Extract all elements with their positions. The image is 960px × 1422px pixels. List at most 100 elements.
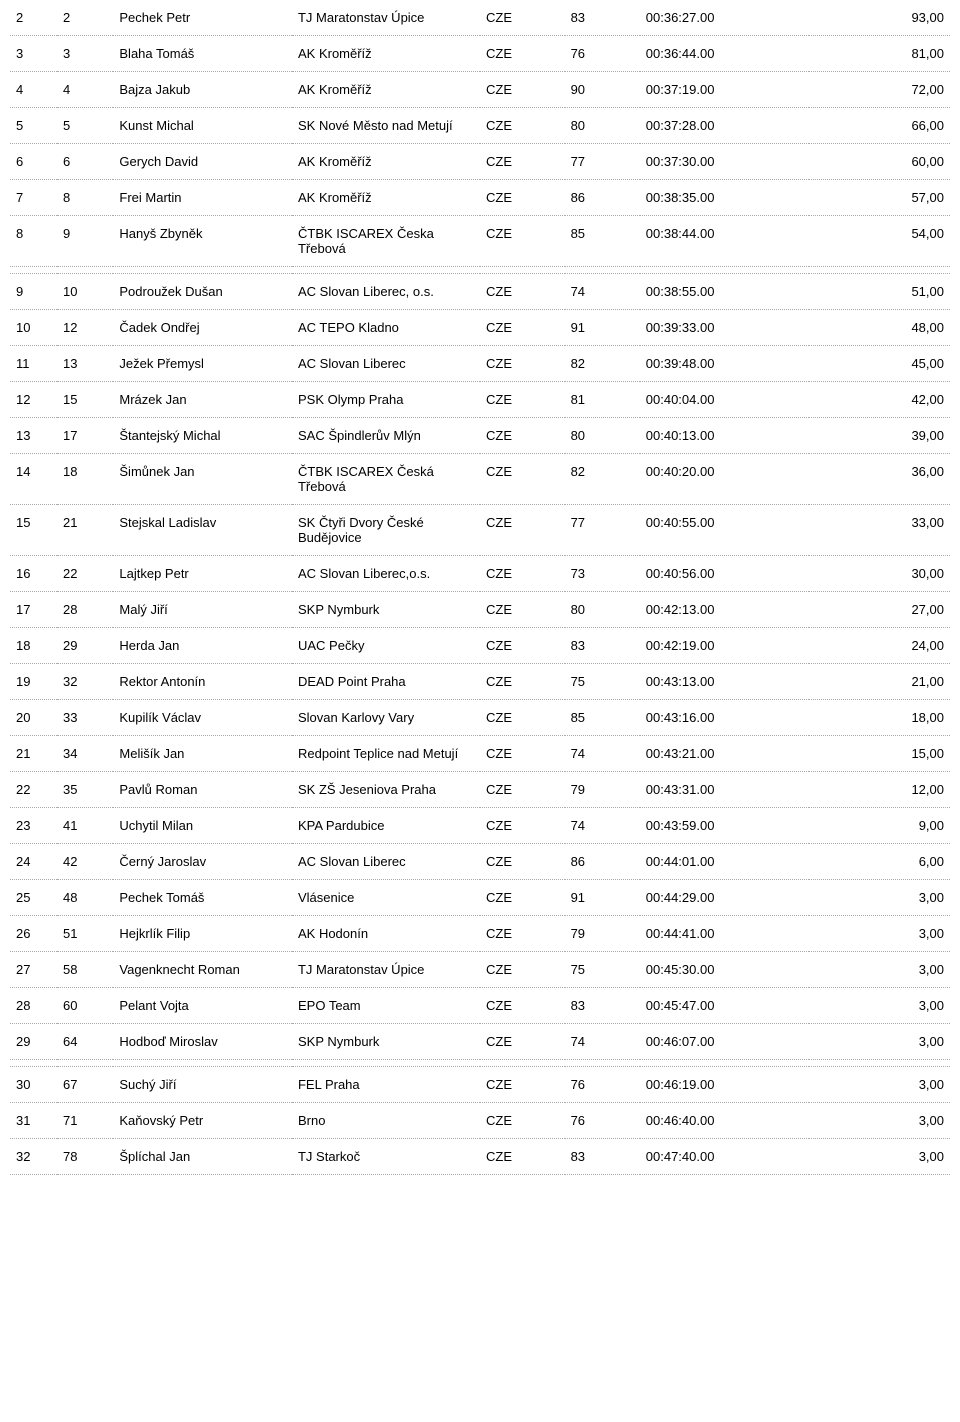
- cell-num: 33: [57, 700, 113, 736]
- cell-nat: CZE: [480, 346, 565, 382]
- cell-yr: 80: [565, 592, 640, 628]
- cell-time: 00:38:44.00: [640, 216, 809, 267]
- cell-team: ČTBK ISCAREX Česka Třebová: [292, 216, 480, 267]
- cell-pos: 32: [10, 1139, 57, 1175]
- cell-num: 4: [57, 72, 113, 108]
- cell-name: Blaha Tomáš: [113, 36, 292, 72]
- cell-yr: 82: [565, 346, 640, 382]
- cell-num: 3: [57, 36, 113, 72]
- cell-pos: 31: [10, 1103, 57, 1139]
- cell-nat: CZE: [480, 592, 565, 628]
- cell-nat: CZE: [480, 628, 565, 664]
- cell-yr: 75: [565, 664, 640, 700]
- table-row: 2548Pechek TomášVláseniceCZE9100:44:29.0…: [10, 880, 950, 916]
- cell-yr: 90: [565, 72, 640, 108]
- cell-yr: 74: [565, 274, 640, 310]
- cell-team: DEAD Point Praha: [292, 664, 480, 700]
- cell-pos: 26: [10, 916, 57, 952]
- cell-name: Čadek Ondřej: [113, 310, 292, 346]
- cell-nat: CZE: [480, 664, 565, 700]
- cell-pos: 3: [10, 36, 57, 72]
- cell-time: 00:37:28.00: [640, 108, 809, 144]
- cell-name: Uchytil Milan: [113, 808, 292, 844]
- cell-yr: 73: [565, 556, 640, 592]
- cell-pts: 33,00: [809, 505, 950, 556]
- cell-pts: 93,00: [809, 0, 950, 36]
- cell-time: 00:39:48.00: [640, 346, 809, 382]
- cell-num: 2: [57, 0, 113, 36]
- cell-yr: 83: [565, 1139, 640, 1175]
- cell-pos: 4: [10, 72, 57, 108]
- cell-num: 12: [57, 310, 113, 346]
- cell-team: KPA Pardubice: [292, 808, 480, 844]
- cell-name: Podroužek Dušan: [113, 274, 292, 310]
- table-row: 2235Pavlů RomanSK ZŠ Jeseniova PrahaCZE7…: [10, 772, 950, 808]
- cell-time: 00:36:44.00: [640, 36, 809, 72]
- cell-pts: 81,00: [809, 36, 950, 72]
- cell-num: 58: [57, 952, 113, 988]
- cell-time: 00:43:21.00: [640, 736, 809, 772]
- table-row: 1317Štantejský MichalSAC Špindlerův Mlýn…: [10, 418, 950, 454]
- cell-nat: CZE: [480, 418, 565, 454]
- cell-yr: 76: [565, 1103, 640, 1139]
- cell-yr: 76: [565, 36, 640, 72]
- cell-team: AC Slovan Liberec,o.s.: [292, 556, 480, 592]
- cell-nat: CZE: [480, 1139, 565, 1175]
- cell-pts: 15,00: [809, 736, 950, 772]
- cell-team: AC TEPO Kladno: [292, 310, 480, 346]
- cell-num: 15: [57, 382, 113, 418]
- cell-pos: 15: [10, 505, 57, 556]
- cell-num: 13: [57, 346, 113, 382]
- table-row: 2860Pelant VojtaEPO TeamCZE8300:45:47.00…: [10, 988, 950, 1024]
- table-row: 910Podroužek DušanAC Slovan Liberec, o.s…: [10, 274, 950, 310]
- cell-name: Štantejský Michal: [113, 418, 292, 454]
- table-row: 1113Ježek PřemyslAC Slovan LiberecCZE820…: [10, 346, 950, 382]
- results-body: 22Pechek PetrTJ Maratonstav ÚpiceCZE8300…: [10, 0, 950, 1175]
- block-gap: [10, 1060, 950, 1067]
- cell-time: 00:45:30.00: [640, 952, 809, 988]
- cell-nat: CZE: [480, 1067, 565, 1103]
- cell-pos: 19: [10, 664, 57, 700]
- cell-time: 00:40:13.00: [640, 418, 809, 454]
- cell-num: 17: [57, 418, 113, 454]
- cell-name: Pechek Tomáš: [113, 880, 292, 916]
- cell-num: 48: [57, 880, 113, 916]
- cell-team: AK Kroměříž: [292, 144, 480, 180]
- cell-yr: 76: [565, 1067, 640, 1103]
- cell-nat: CZE: [480, 988, 565, 1024]
- cell-yr: 91: [565, 880, 640, 916]
- cell-nat: CZE: [480, 72, 565, 108]
- cell-nat: CZE: [480, 1103, 565, 1139]
- cell-num: 8: [57, 180, 113, 216]
- cell-name: Černý Jaroslav: [113, 844, 292, 880]
- cell-yr: 80: [565, 108, 640, 144]
- cell-num: 51: [57, 916, 113, 952]
- cell-nat: CZE: [480, 274, 565, 310]
- cell-num: 78: [57, 1139, 113, 1175]
- cell-pts: 9,00: [809, 808, 950, 844]
- cell-pts: 42,00: [809, 382, 950, 418]
- cell-pos: 25: [10, 880, 57, 916]
- cell-yr: 85: [565, 216, 640, 267]
- cell-time: 00:37:30.00: [640, 144, 809, 180]
- cell-name: Herda Jan: [113, 628, 292, 664]
- cell-num: 10: [57, 274, 113, 310]
- table-row: 3067Suchý JiříFEL PrahaCZE7600:46:19.003…: [10, 1067, 950, 1103]
- table-row: 2134Melišík JanRedpoint Teplice nad Metu…: [10, 736, 950, 772]
- cell-yr: 82: [565, 454, 640, 505]
- cell-team: Redpoint Teplice nad Metují: [292, 736, 480, 772]
- table-row: 2651Hejkrlík FilipAK HodonínCZE7900:44:4…: [10, 916, 950, 952]
- cell-time: 00:37:19.00: [640, 72, 809, 108]
- table-row: 3278Šplíchal JanTJ StarkočCZE8300:47:40.…: [10, 1139, 950, 1175]
- cell-yr: 79: [565, 916, 640, 952]
- table-row: 89Hanyš ZbyněkČTBK ISCAREX Česka Třebová…: [10, 216, 950, 267]
- cell-time: 00:38:55.00: [640, 274, 809, 310]
- cell-time: 00:46:19.00: [640, 1067, 809, 1103]
- cell-pts: 3,00: [809, 988, 950, 1024]
- cell-team: SK ZŠ Jeseniova Praha: [292, 772, 480, 808]
- cell-time: 00:45:47.00: [640, 988, 809, 1024]
- cell-time: 00:46:07.00: [640, 1024, 809, 1060]
- cell-name: Šimůnek Jan: [113, 454, 292, 505]
- cell-num: 71: [57, 1103, 113, 1139]
- cell-name: Pechek Petr: [113, 0, 292, 36]
